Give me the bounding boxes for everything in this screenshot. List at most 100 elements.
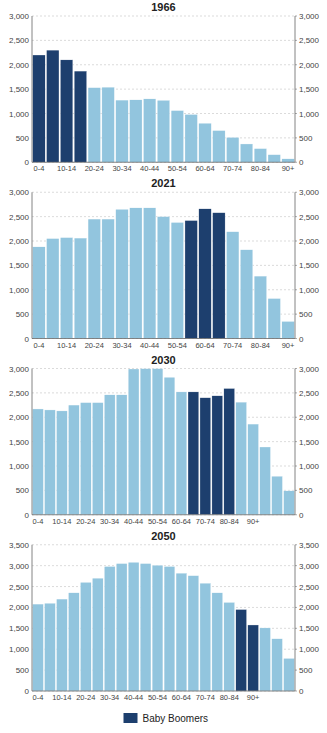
legend: Baby Boomers xyxy=(124,713,209,724)
bar xyxy=(88,88,100,163)
y2-tick-label: 0 xyxy=(299,335,304,344)
bar xyxy=(128,562,139,691)
y2-tick-label: 1,500 xyxy=(299,624,320,633)
y-tick-label: 0 xyxy=(25,335,30,344)
x-tick-label: 10-14 xyxy=(57,341,76,350)
bar xyxy=(143,99,155,162)
bar xyxy=(157,100,169,162)
y2-tick-label: 2,000 xyxy=(299,61,320,70)
bar xyxy=(92,403,103,515)
x-axis xyxy=(32,338,295,339)
x-tick-label: 90+ xyxy=(247,693,260,702)
x-tick-label: 0-4 xyxy=(33,693,44,702)
grid-line xyxy=(32,338,295,339)
x-tick-label: 50-54 xyxy=(168,341,187,350)
y2-tick-label: 1,000 xyxy=(299,286,320,295)
y2-tick-label: 0 xyxy=(299,687,304,696)
y2-tick-label: 2,500 xyxy=(299,389,320,398)
y-tick-label: 500 xyxy=(16,310,30,319)
y-tick-label: 1,500 xyxy=(9,261,30,270)
bar xyxy=(164,566,175,691)
bar xyxy=(171,111,183,163)
bar xyxy=(47,239,59,339)
x-tick-label: 80-84 xyxy=(220,693,239,702)
x-tick-label: 90+ xyxy=(282,164,295,173)
x-tick-label: 90+ xyxy=(247,517,260,526)
y-tick-label: 2,500 xyxy=(9,213,30,222)
bar xyxy=(260,447,271,515)
bar xyxy=(140,369,151,515)
x-tick-label: 30-34 xyxy=(112,164,131,173)
bar xyxy=(45,410,56,515)
x-tick-label: 30-34 xyxy=(100,517,119,526)
y2-tick-label: 3,000 xyxy=(299,188,320,197)
bar xyxy=(188,576,199,691)
x-tick-label: 0-4 xyxy=(33,517,44,526)
x-tick-label: 40-44 xyxy=(140,164,159,173)
x-tick-label: 30-34 xyxy=(100,693,119,702)
grid-line xyxy=(32,514,295,515)
y-tick-label: 0 xyxy=(25,687,30,696)
bar xyxy=(116,564,127,691)
y-axis xyxy=(32,16,33,162)
bar xyxy=(33,247,45,339)
x-tick-label: 30-34 xyxy=(112,341,131,350)
bar xyxy=(128,369,139,515)
bar xyxy=(171,222,183,338)
y-tick-label: 1,000 xyxy=(9,645,30,654)
y-tick-label: 1,500 xyxy=(9,624,30,633)
x-tick-label: 60-64 xyxy=(172,517,191,526)
y-tick-label: 500 xyxy=(16,666,30,675)
bar xyxy=(33,604,44,691)
y2-tick-label: 1,000 xyxy=(299,462,320,471)
bar xyxy=(213,131,225,163)
y-tick-label: 500 xyxy=(16,486,30,495)
bar xyxy=(143,208,155,339)
bar xyxy=(74,71,86,162)
y2-tick-label: 1,500 xyxy=(299,261,320,270)
bar xyxy=(33,409,44,515)
panel-title: 2021 xyxy=(151,177,175,189)
bar xyxy=(164,377,175,514)
bar xyxy=(226,137,238,162)
x-tick-label: 70-74 xyxy=(196,517,215,526)
y2-tick-label: 1,000 xyxy=(299,110,320,119)
bar xyxy=(157,217,169,339)
y-tick-label: 3,000 xyxy=(9,365,30,374)
bar xyxy=(47,50,59,162)
bars xyxy=(33,369,295,515)
y2-tick-label: 1,500 xyxy=(299,438,320,447)
bar xyxy=(68,405,79,515)
y-tick-label: 2,500 xyxy=(9,389,30,398)
x-tick-label: 40-44 xyxy=(140,341,159,350)
y2-tick-label: 1,000 xyxy=(299,645,320,654)
bar xyxy=(140,564,151,691)
grid-line xyxy=(32,565,295,566)
x-tick-label: 20-24 xyxy=(85,164,104,173)
bar xyxy=(45,603,56,691)
y-tick-label: 1,000 xyxy=(9,462,30,471)
grid-line xyxy=(32,544,295,545)
x-tick-label: 40-44 xyxy=(124,693,143,702)
bar xyxy=(248,424,259,515)
y-tick-label: 1,000 xyxy=(9,110,30,119)
y2-axis xyxy=(295,16,296,162)
bar xyxy=(240,144,252,162)
grid-line xyxy=(32,16,295,17)
y-tick-label: 0 xyxy=(25,158,30,167)
bar xyxy=(116,209,128,338)
y2-tick-label: 2,500 xyxy=(299,583,320,592)
y2-tick-label: 500 xyxy=(299,666,313,675)
legend-label: Baby Boomers xyxy=(143,713,209,724)
bar xyxy=(282,159,294,162)
bar xyxy=(268,299,280,339)
bar xyxy=(188,392,199,515)
x-tick-label: 10-14 xyxy=(52,517,71,526)
x-tick-label: 60-64 xyxy=(195,341,214,350)
bar xyxy=(33,55,45,162)
y2-tick-label: 1,500 xyxy=(299,85,320,94)
bar xyxy=(272,476,283,515)
panel-title: 2030 xyxy=(151,354,175,366)
bar xyxy=(68,593,79,691)
x-tick-label: 50-54 xyxy=(148,693,167,702)
